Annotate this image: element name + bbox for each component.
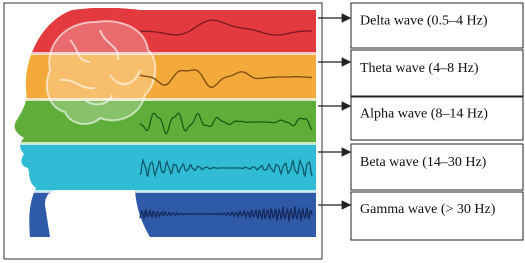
wave-label: Theta wave (4–8 Hz) xyxy=(360,61,479,76)
brain xyxy=(47,21,155,124)
brain-waves-diagram: Delta wave (0.5–4 Hz) Theta wave (4–8 Hz)… xyxy=(0,0,525,263)
wave-label: Gamma wave (> 30 Hz) xyxy=(360,202,496,217)
head-bands xyxy=(0,8,320,240)
label-boxes: Delta wave (0.5–4 Hz) Theta wave (4–8 Hz)… xyxy=(318,3,523,240)
wave-label: Beta wave (14–30 Hz) xyxy=(360,155,487,170)
wave-label: Alpha wave (8–14 Hz) xyxy=(360,107,488,122)
wave-label: Delta wave (0.5–4 Hz) xyxy=(360,14,488,29)
